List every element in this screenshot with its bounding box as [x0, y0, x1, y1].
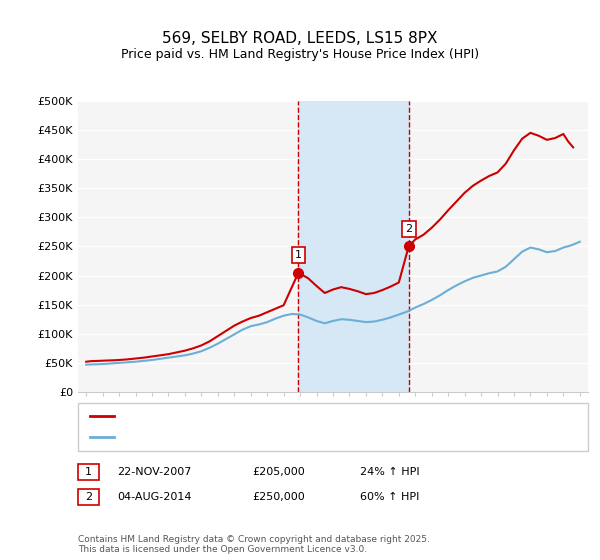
- Text: HPI: Average price, semi-detached house, Leeds: HPI: Average price, semi-detached house,…: [120, 432, 372, 442]
- Text: 22-NOV-2007: 22-NOV-2007: [117, 467, 191, 477]
- Text: Price paid vs. HM Land Registry's House Price Index (HPI): Price paid vs. HM Land Registry's House …: [121, 48, 479, 60]
- Text: 569, SELBY ROAD, LEEDS, LS15 8PX (semi-detached house): 569, SELBY ROAD, LEEDS, LS15 8PX (semi-d…: [120, 410, 431, 421]
- Text: Contains HM Land Registry data © Crown copyright and database right 2025.
This d: Contains HM Land Registry data © Crown c…: [78, 535, 430, 554]
- Text: £205,000: £205,000: [252, 467, 305, 477]
- Bar: [298, 101, 409, 392]
- Text: 1: 1: [295, 250, 302, 260]
- Text: 2: 2: [85, 492, 92, 502]
- Text: 2: 2: [405, 224, 412, 234]
- Text: 1: 1: [85, 467, 92, 477]
- Text: 24% ↑ HPI: 24% ↑ HPI: [360, 467, 419, 477]
- Text: 60% ↑ HPI: 60% ↑ HPI: [360, 492, 419, 502]
- Text: 04-AUG-2014: 04-AUG-2014: [117, 492, 191, 502]
- Text: £250,000: £250,000: [252, 492, 305, 502]
- Text: 569, SELBY ROAD, LEEDS, LS15 8PX: 569, SELBY ROAD, LEEDS, LS15 8PX: [162, 31, 438, 46]
